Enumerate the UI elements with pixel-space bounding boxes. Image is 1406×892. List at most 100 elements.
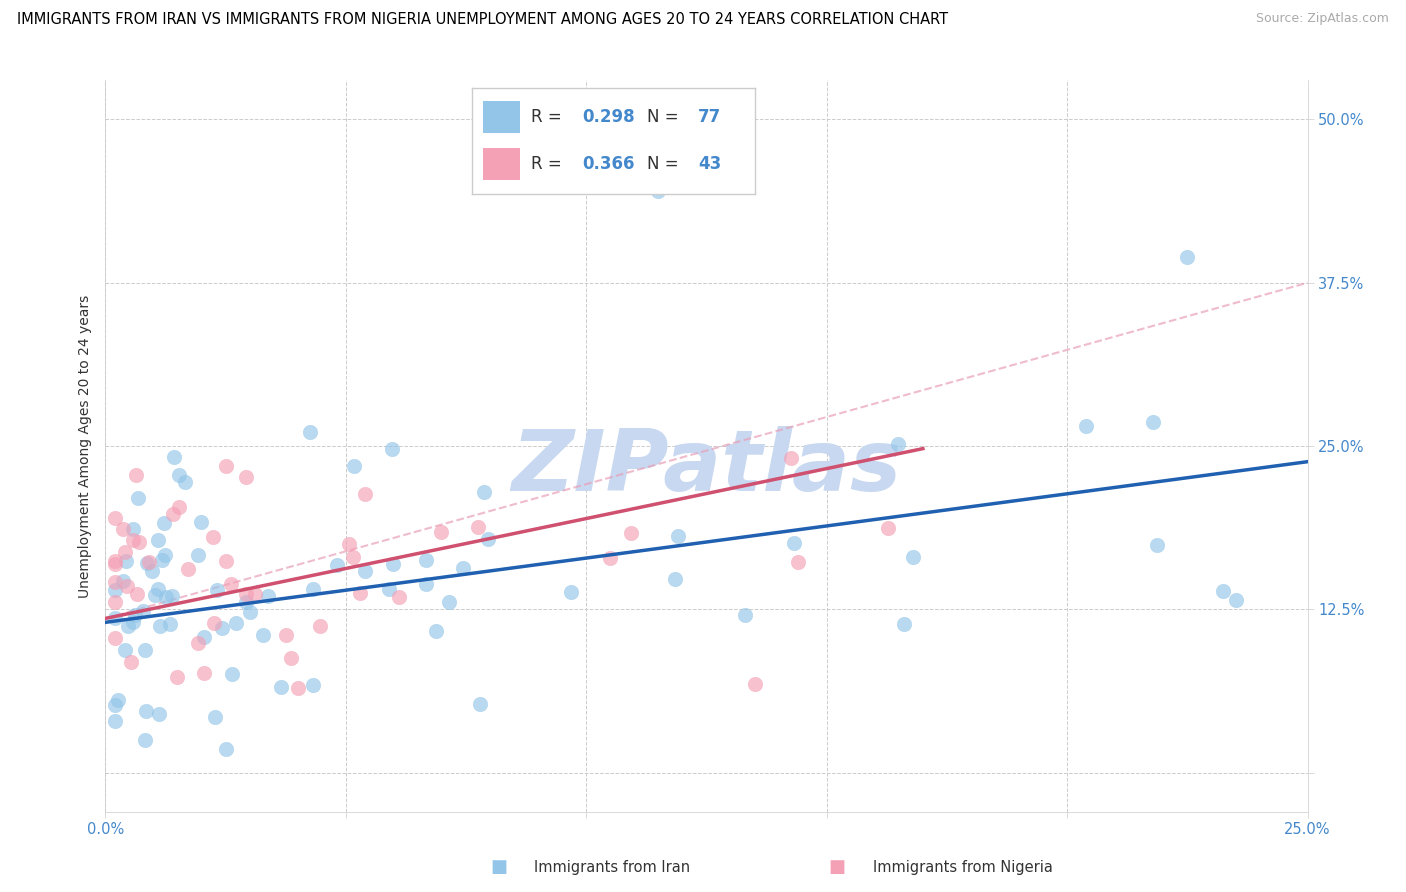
- Point: [104, 698, 127, 712]
- Point: [150, 553, 173, 567]
- Point: [135, 704, 157, 718]
- Point: [235, 586, 257, 600]
- Point: [104, 714, 127, 728]
- Point: [893, 616, 915, 631]
- Point: [167, 467, 190, 482]
- Point: [114, 643, 136, 657]
- Point: [169, 500, 191, 514]
- Point: [148, 707, 170, 722]
- Point: [104, 611, 127, 625]
- Point: [122, 615, 145, 629]
- Point: [202, 530, 225, 544]
- Point: [235, 469, 257, 483]
- Point: [243, 587, 266, 601]
- Point: [560, 585, 582, 599]
- Point: [343, 459, 366, 474]
- Point: [104, 595, 127, 609]
- Y-axis label: Unemployment Among Ages 20 to 24 years: Unemployment Among Ages 20 to 24 years: [79, 294, 93, 598]
- Point: [903, 549, 925, 564]
- Point: [734, 608, 756, 623]
- Point: [477, 532, 499, 546]
- Point: [104, 582, 127, 597]
- Text: Immigrants from Nigeria: Immigrants from Nigeria: [873, 860, 1053, 874]
- Point: [302, 678, 325, 692]
- Point: [1074, 419, 1097, 434]
- Point: [415, 553, 437, 567]
- Point: [388, 591, 411, 605]
- Point: [349, 585, 371, 599]
- Point: [162, 589, 184, 603]
- Point: [104, 574, 127, 589]
- Point: [382, 557, 405, 571]
- Point: [146, 582, 169, 596]
- Point: [342, 549, 364, 564]
- Point: [274, 628, 297, 642]
- Point: [647, 184, 669, 198]
- Point: [193, 630, 215, 644]
- Point: [1211, 584, 1233, 599]
- Text: ■: ■: [491, 858, 508, 876]
- Point: [115, 554, 138, 568]
- Point: [876, 521, 898, 535]
- Point: [780, 451, 803, 466]
- Point: [163, 450, 186, 464]
- Point: [214, 742, 236, 756]
- Point: [215, 554, 238, 568]
- Point: [299, 425, 322, 439]
- Point: [211, 622, 233, 636]
- Point: [125, 467, 148, 482]
- Point: [153, 516, 176, 531]
- Point: [107, 692, 129, 706]
- Point: [122, 533, 145, 548]
- Point: [173, 475, 195, 489]
- Point: [136, 557, 159, 571]
- Point: [134, 732, 156, 747]
- Point: [176, 562, 198, 576]
- Point: [326, 558, 349, 573]
- Point: [127, 491, 149, 506]
- Point: [270, 680, 292, 694]
- Point: [117, 619, 139, 633]
- Point: [159, 617, 181, 632]
- Point: [128, 535, 150, 549]
- Point: [256, 589, 278, 603]
- Point: [309, 619, 332, 633]
- Point: [239, 605, 262, 619]
- Point: [193, 666, 215, 681]
- Point: [138, 555, 160, 569]
- Point: [145, 588, 167, 602]
- Point: [378, 582, 401, 597]
- Point: [302, 582, 325, 596]
- Point: [783, 536, 806, 550]
- Point: [337, 537, 360, 551]
- Point: [104, 557, 127, 571]
- Point: [451, 561, 474, 575]
- Point: [668, 529, 690, 543]
- Point: [235, 595, 257, 609]
- Text: Source: ZipAtlas.com: Source: ZipAtlas.com: [1256, 12, 1389, 26]
- Point: [187, 636, 209, 650]
- Point: [429, 525, 451, 540]
- Text: ■: ■: [828, 858, 845, 876]
- Point: [664, 572, 686, 586]
- Point: [202, 615, 225, 630]
- Point: [205, 582, 228, 597]
- Point: [425, 624, 447, 638]
- Point: [124, 608, 146, 623]
- Point: [214, 458, 236, 473]
- Point: [204, 709, 226, 723]
- Point: [887, 437, 910, 451]
- Point: [620, 525, 643, 540]
- Point: [111, 574, 134, 589]
- Point: [467, 519, 489, 533]
- Point: [1142, 415, 1164, 429]
- Point: [744, 676, 766, 690]
- Point: [155, 590, 177, 604]
- Point: [787, 555, 810, 569]
- Point: [115, 579, 138, 593]
- Point: [415, 577, 437, 591]
- Point: [132, 604, 155, 618]
- Point: [221, 667, 243, 681]
- Point: [468, 698, 491, 712]
- Point: [162, 508, 184, 522]
